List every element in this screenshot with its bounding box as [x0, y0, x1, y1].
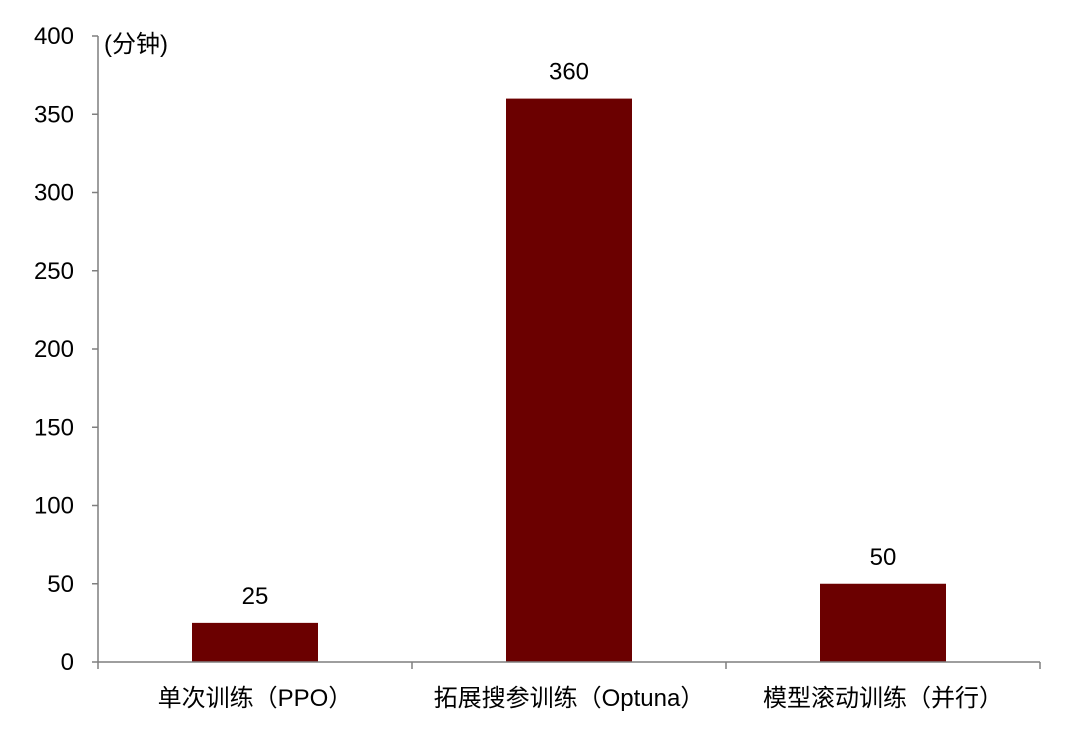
- y-tick-label: 200: [34, 336, 74, 363]
- category-labels-group: 单次训练（PPO） 拓展搜参训练（Optuna） 模型滚动训练（并行）: [158, 685, 1003, 712]
- x-category-label: 单次训练（PPO）: [158, 685, 353, 712]
- y-tick-label: 150: [34, 414, 74, 441]
- y-tick-label: 100: [34, 493, 74, 520]
- y-tick-label: 400: [34, 23, 74, 50]
- y-axis-unit-label: (分钟): [104, 31, 168, 58]
- y-tick-label: 350: [34, 101, 74, 128]
- bar-value-label: 360: [549, 59, 589, 86]
- y-tick-label: 50: [47, 571, 74, 598]
- bars-group: [192, 98, 946, 663]
- y-tick-label: 250: [34, 258, 74, 285]
- bar-value-label: 25: [242, 583, 269, 610]
- x-axis-ticks: [97, 662, 1041, 669]
- x-category-label: 模型滚动训练（并行）: [763, 685, 1003, 712]
- bar: [506, 98, 632, 663]
- bar: [192, 622, 318, 662]
- y-axis-ticks: 0 50 100 150 200 250 300 350 400: [34, 23, 98, 676]
- y-tick-label: 0: [61, 649, 74, 676]
- y-tick-label: 300: [34, 180, 74, 207]
- bar-value-label: 50: [870, 544, 897, 571]
- data-labels-group: 25 360 50: [242, 59, 897, 610]
- x-category-label: 拓展搜参训练（Optuna）: [434, 685, 705, 712]
- bar: [820, 583, 946, 662]
